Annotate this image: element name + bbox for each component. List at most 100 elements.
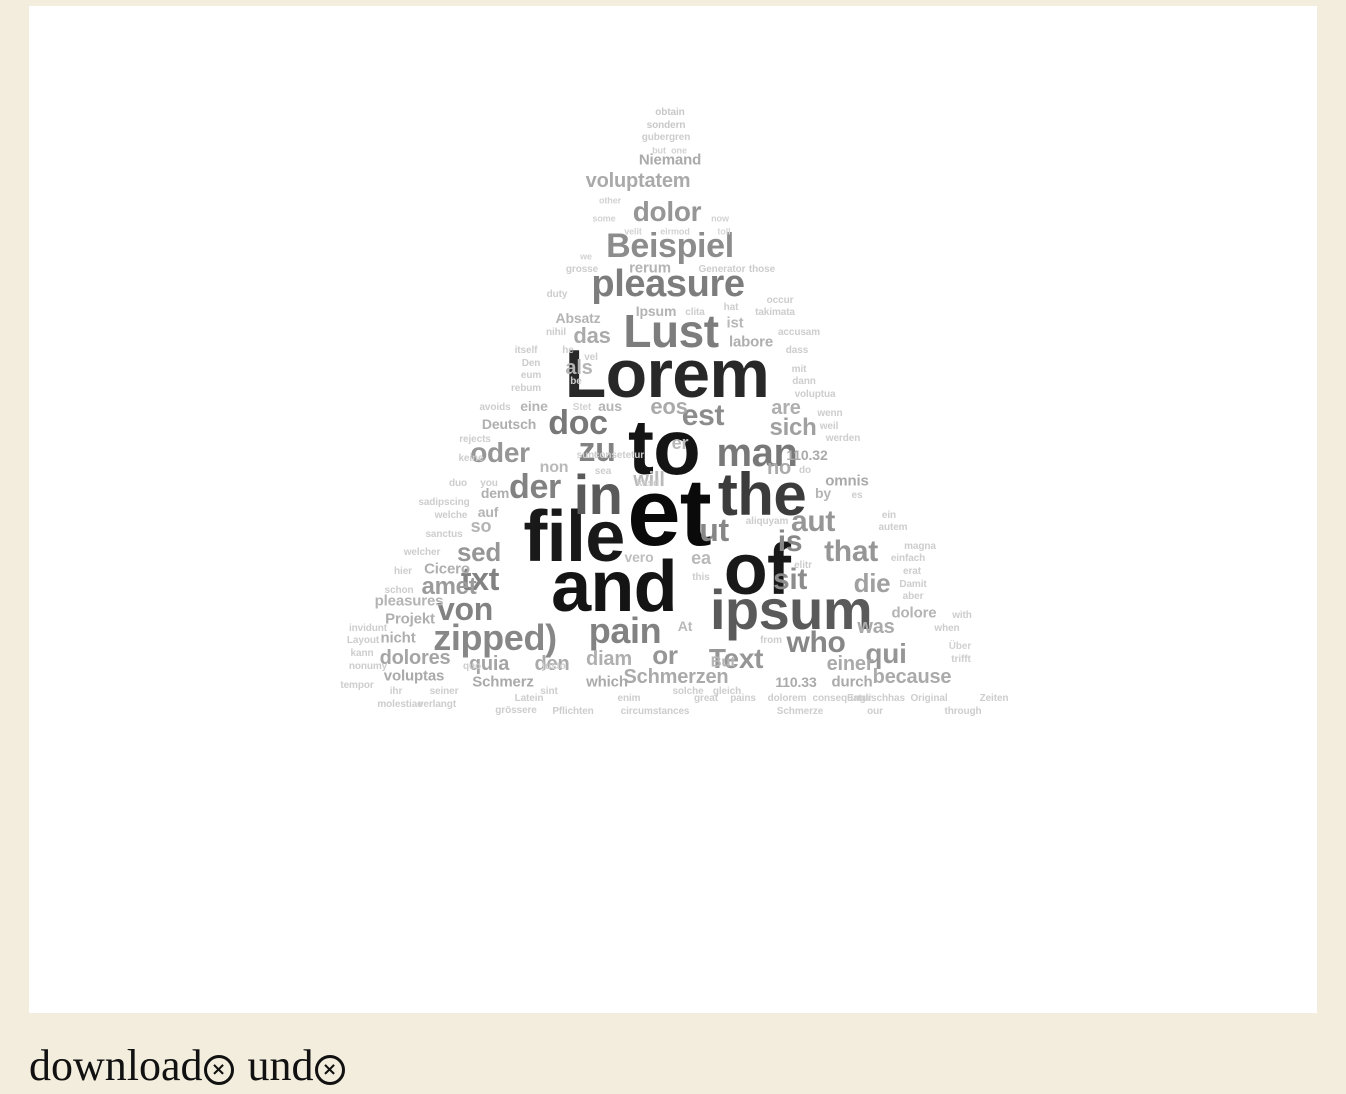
cloud-word: when [934, 623, 960, 634]
cloud-word: that [824, 535, 878, 568]
cloud-word: die [853, 568, 891, 598]
cloud-word: trifft [951, 654, 971, 665]
cloud-word: you [480, 478, 498, 489]
cloud-word: to [627, 403, 701, 491]
cloud-word: duo [448, 478, 468, 489]
cloud-word: dolores [379, 647, 451, 669]
cloud-word: seiner [429, 686, 459, 697]
cloud-word: elitr [794, 560, 812, 571]
cloud-word: man [716, 431, 798, 475]
cloud-word: einer [826, 653, 874, 675]
chip-und[interactable]: und × [248, 1040, 345, 1091]
cloud-word: doc [548, 404, 608, 442]
cloud-word: molestiae [377, 699, 423, 710]
cloud-word: eos [650, 394, 688, 419]
cloud-word: pleasures [374, 592, 444, 610]
cloud-word: accusam [777, 327, 821, 338]
cloud-word: or [652, 640, 678, 670]
cloud-word: some [592, 213, 616, 224]
cloud-word: zipped) [433, 617, 557, 658]
cloud-word: Englischhas [847, 693, 905, 704]
cloud-word: werden [825, 433, 861, 444]
cloud-word: Stet [572, 402, 592, 413]
cloud-word: with [952, 610, 972, 621]
cloud-word: we [580, 251, 592, 262]
cloud-word: invidunt [348, 623, 388, 634]
cloud-word: dolore [891, 604, 937, 622]
cloud-word: mit [791, 364, 807, 375]
cloud-word: sondern [646, 120, 686, 131]
cloud-word: file [523, 497, 625, 577]
cloud-word: sanctus [425, 529, 463, 540]
cloud-word: pain [588, 610, 662, 651]
cloud-word: occur [766, 295, 794, 306]
cloud-word: do [798, 465, 812, 476]
cloud-word: by [814, 485, 832, 501]
cloud-word: sit [772, 563, 808, 596]
cloud-word: will [633, 469, 665, 491]
cloud-word: But [710, 653, 736, 671]
cloud-word: hier [394, 566, 412, 577]
cloud-word: Deutsch [481, 416, 537, 432]
cloud-word: est [681, 399, 725, 432]
cloud-word: Pflichten [552, 706, 594, 717]
cloud-word: rebum [510, 383, 542, 394]
cloud-word: den [534, 653, 570, 675]
cloud-word: great [694, 693, 718, 704]
cloud-word: Generator [698, 264, 746, 275]
cloud-word: welcher [403, 547, 441, 558]
cloud-word: no [766, 457, 792, 479]
cloud-word: verlangt [417, 699, 457, 710]
cloud-word: Schmerz [472, 673, 534, 691]
remove-icon[interactable]: × [203, 1054, 234, 1085]
cloud-word: sadipscing [418, 497, 470, 508]
cloud-word: aut [790, 505, 836, 538]
cloud-word: vel [584, 352, 598, 363]
remove-icon[interactable]: × [314, 1054, 345, 1085]
cloud-word: dann [792, 376, 816, 387]
cloud-word: Text [708, 643, 764, 674]
chip-label: und [247, 1041, 314, 1090]
cloud-word: Zeiten [979, 693, 1009, 704]
cloud-word: grosse [565, 264, 599, 275]
cloud-word: toll [717, 226, 731, 237]
cloud-word: of [723, 530, 791, 610]
cloud-word: sich [769, 414, 817, 441]
cloud-word: rerum [629, 259, 671, 277]
cloud-word: Schmerzen [623, 666, 729, 688]
cloud-word: but [652, 145, 666, 156]
cloud-word: be [570, 376, 582, 387]
cloud-word: von [437, 591, 493, 627]
cloud-word: this [692, 572, 710, 583]
cloud-word: Projekt [385, 610, 435, 628]
chip-download[interactable]: download × [29, 1040, 234, 1091]
cloud-word: Beispiel [606, 227, 734, 265]
cloud-word: he [562, 345, 574, 356]
cloud-word: duty [546, 289, 568, 300]
cloud-word: voluptas [383, 667, 445, 685]
cloud-word: dem [480, 485, 510, 501]
cloud-word: Ipsum [635, 303, 677, 319]
cloud-word: Den [521, 358, 541, 369]
cloud-word: magna [904, 541, 936, 552]
cloud-word: solche [672, 686, 704, 697]
cloud-word: itself [514, 345, 538, 356]
cloud-word: consequatur [812, 693, 872, 704]
cloud-word: consetetur [593, 450, 645, 461]
cloud-word: obtain [655, 107, 685, 118]
cloud-word: Über [948, 641, 972, 652]
cloud-word: keine [458, 453, 484, 464]
cloud-word: non [539, 459, 569, 476]
cloud-word: eirmod [660, 226, 690, 237]
cloud-word: other [598, 195, 622, 206]
cloud-word: 110.32 [786, 447, 828, 463]
cloud-word: enim [617, 693, 641, 704]
cloud-word: ihr [389, 686, 403, 697]
cloud-word: Original [910, 693, 948, 704]
cloud-word: because [872, 666, 952, 688]
cloud-word: pleasure [591, 263, 745, 305]
cloud-word: einfach [890, 553, 926, 564]
cloud-word: aber [902, 591, 924, 602]
cloud-word: welche [434, 510, 468, 521]
cloud-word: is [777, 525, 803, 558]
